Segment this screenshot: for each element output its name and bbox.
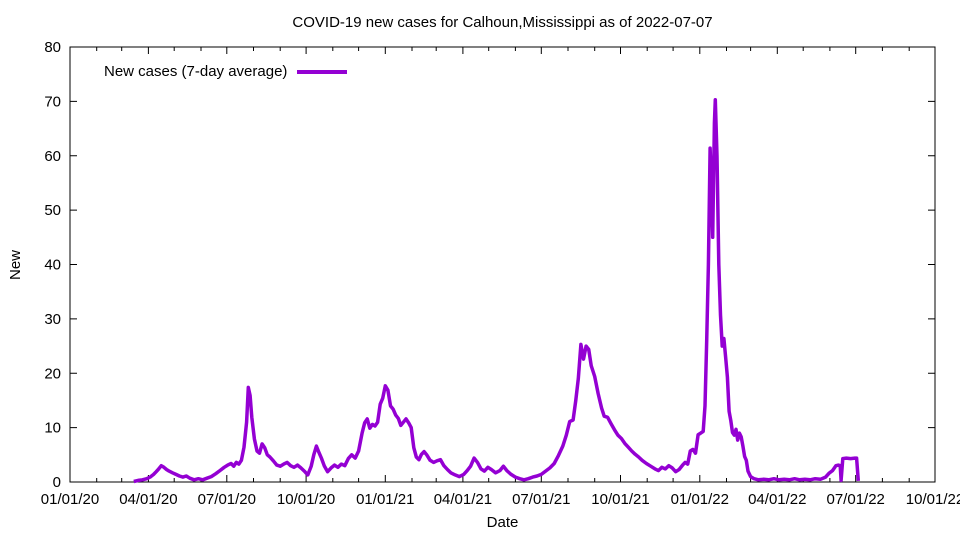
- series-line: [133, 97, 861, 484]
- x-tick-label: 01/01/21: [356, 491, 414, 508]
- x-tick-label: 04/01/22: [748, 491, 806, 508]
- legend-label: New cases (7-day average): [104, 63, 288, 80]
- x-tick-label: 04/01/20: [119, 491, 177, 508]
- x-tick-label: 07/01/20: [198, 491, 256, 508]
- y-tick-label: 10: [44, 420, 61, 437]
- y-tick-label: 0: [53, 474, 61, 491]
- chart-title: COVID-19 new cases for Calhoun,Mississip…: [292, 14, 713, 31]
- y-tick-label: 20: [44, 365, 61, 382]
- y-tick-label: 60: [44, 148, 61, 165]
- y-axis-title: New: [7, 250, 24, 281]
- x-tick-label: 07/01/21: [512, 491, 570, 508]
- legend: New cases (7-day average): [104, 63, 348, 80]
- x-tick-label: 01/01/22: [671, 491, 729, 508]
- legend-line-swatch: [297, 69, 348, 74]
- x-axis-title: Date: [486, 514, 519, 531]
- y-tick-label: 80: [44, 39, 61, 56]
- y-tick-label: 40: [44, 257, 61, 274]
- y-tick-label: 30: [44, 311, 61, 328]
- x-tick-label: 10/01/21: [591, 491, 649, 508]
- x-tick-label: 10/01/20: [277, 491, 335, 508]
- x-tick-label: 07/01/22: [827, 491, 885, 508]
- x-tick-label: 04/01/21: [434, 491, 492, 508]
- y-tick-label: 50: [44, 202, 61, 219]
- y-tick-label: 70: [44, 93, 61, 110]
- x-tick-label: 10/01/22: [906, 491, 960, 508]
- x-tick-label: 01/01/20: [41, 491, 99, 508]
- axis-ticks: [69, 46, 936, 483]
- plot-border: [69, 46, 936, 483]
